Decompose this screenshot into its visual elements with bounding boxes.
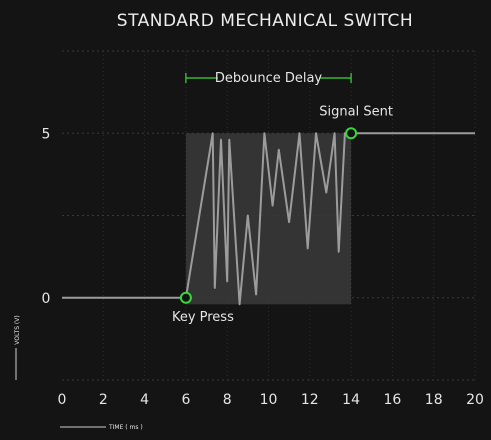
x-tick-label: 6 [181,392,190,408]
annotation-marker [179,291,192,304]
debounce-bracket [185,73,352,83]
x-tick-label: 18 [425,392,443,408]
y-axis-label: VOLTS (V) [14,315,21,344]
x-tick-label: 12 [301,392,319,408]
x-tick-label: 14 [342,392,360,408]
y-tick-label: 0 [42,291,51,307]
debounce-window [185,133,352,305]
annotation-label: Signal Sent [319,104,393,119]
chart-title: STANDARD MECHANICAL SWITCH [117,11,413,31]
x-tick-label: 2 [99,392,108,408]
signal-line [62,132,475,306]
annotation-label: Key Press [172,310,234,325]
x-tick-label: 8 [223,392,232,408]
x-tick-label: 20 [466,392,484,408]
x-tick-label: 4 [140,392,149,408]
x-tick-labels: 0 2 4 6 8 10 12 14 16 18 20 [58,392,484,408]
x-tick-label: 16 [383,392,401,408]
axis-labels: TIME ( ms ) VOLTS (V) [14,315,143,431]
x-axis-label: TIME ( ms ) [108,424,143,431]
y-tick-label: 5 [42,126,51,142]
annotation-markers: Key Press Signal Sent [172,104,393,325]
x-tick-label: 0 [58,392,67,408]
debounce-label: Debounce Delay [215,71,323,86]
x-tick-label: 10 [260,392,278,408]
y-tick-labels: 05 [42,126,51,307]
annotation-marker [345,127,358,140]
